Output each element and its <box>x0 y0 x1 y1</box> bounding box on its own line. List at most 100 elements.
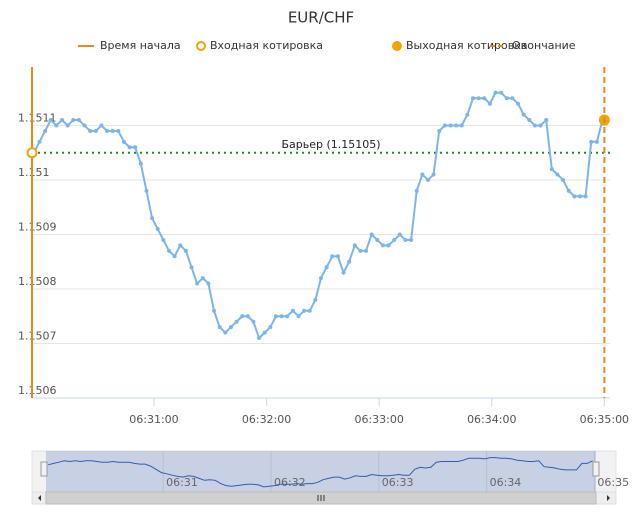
data-point <box>234 319 239 324</box>
data-point <box>212 308 217 313</box>
data-point <box>88 128 93 133</box>
data-point <box>71 118 76 123</box>
data-point <box>448 123 453 128</box>
data-point <box>465 112 470 117</box>
navigator-handle[interactable] <box>592 461 600 477</box>
chart-title: EUR/CHF <box>288 9 354 27</box>
legend-label[interactable]: Время начала <box>100 39 181 52</box>
y-tick-label: 1.1511 <box>18 112 57 125</box>
legend-symbol <box>196 41 206 51</box>
data-point <box>493 90 498 95</box>
data-point <box>155 227 160 232</box>
x-tick-label: 06:33:00 <box>354 413 403 426</box>
data-point <box>352 243 357 248</box>
data-point <box>510 96 515 101</box>
data-point <box>425 178 430 182</box>
data-point <box>313 297 318 302</box>
data-point <box>48 118 53 123</box>
data-point <box>555 172 560 177</box>
data-point <box>487 101 492 106</box>
data-point <box>206 281 211 286</box>
navigator-tick-label: 06:32 <box>274 476 306 489</box>
data-point <box>99 123 104 128</box>
data-point <box>516 101 521 106</box>
data-point <box>279 314 284 319</box>
data-point <box>572 194 577 199</box>
data-point <box>397 232 402 237</box>
data-point <box>341 270 346 275</box>
y-tick-label: 1.151 <box>18 166 50 179</box>
data-point <box>110 128 115 133</box>
x-tick-label: 06:34:00 <box>467 413 516 426</box>
data-point <box>414 188 419 193</box>
data-point <box>364 248 369 253</box>
data-point <box>454 123 459 128</box>
data-point <box>257 336 262 341</box>
y-tick-label: 1.1509 <box>18 221 57 234</box>
data-point <box>476 96 481 101</box>
data-point <box>161 237 166 242</box>
data-point <box>116 128 121 133</box>
data-point <box>296 314 301 319</box>
data-point <box>307 308 312 313</box>
data-point <box>380 243 385 248</box>
data-point <box>228 325 233 330</box>
data-point <box>409 237 414 242</box>
data-point <box>594 139 599 144</box>
navigator-background <box>31 450 617 493</box>
data-point <box>273 314 278 319</box>
data-point <box>285 314 290 319</box>
data-point <box>183 248 188 253</box>
legend-label[interactable]: Окончание <box>512 39 576 52</box>
data-point <box>268 325 273 330</box>
data-point <box>37 139 42 144</box>
data-point <box>499 90 504 95</box>
data-point <box>589 139 594 144</box>
data-point <box>133 145 138 150</box>
data-point <box>82 123 87 128</box>
data-point <box>482 96 487 101</box>
data-point <box>403 237 408 242</box>
data-point <box>60 118 65 123</box>
navigator-tick-label: 06:34 <box>490 476 522 489</box>
data-point <box>65 123 70 128</box>
data-point <box>566 188 571 193</box>
data-point <box>583 194 588 199</box>
data-point <box>369 232 374 237</box>
data-point <box>127 145 132 150</box>
data-point <box>251 319 256 324</box>
x-tick-label: 06:32:00 <box>242 413 291 426</box>
data-point <box>335 254 340 259</box>
data-point <box>217 325 222 330</box>
data-point <box>138 161 143 166</box>
data-point <box>437 128 442 133</box>
y-tick-label: 1.1507 <box>18 330 57 343</box>
data-point <box>577 194 582 199</box>
legend-label[interactable]: Входная котировка <box>210 39 323 52</box>
data-point <box>93 128 98 133</box>
data-point <box>178 243 183 248</box>
data-point <box>532 123 537 128</box>
data-point <box>561 178 566 182</box>
legend-label[interactable]: Выходная котировка <box>406 39 528 52</box>
data-point <box>358 248 363 253</box>
data-point <box>538 123 543 128</box>
data-point <box>521 112 526 117</box>
data-point <box>172 254 177 259</box>
x-tick-label: 06:31:00 <box>129 413 178 426</box>
data-point <box>76 118 81 123</box>
navigator-tick-label: 06:35 <box>597 476 629 489</box>
data-point <box>105 128 110 133</box>
navigator-tick-label: 06:33 <box>382 476 414 489</box>
data-point <box>504 96 509 101</box>
data-point <box>245 314 250 319</box>
data-point <box>240 314 245 319</box>
data-point <box>54 123 59 128</box>
data-point <box>544 118 549 123</box>
scrollbar-grip <box>317 495 325 501</box>
data-point <box>549 167 554 172</box>
navigator-handle[interactable] <box>40 461 48 477</box>
data-point <box>375 237 380 242</box>
legend-symbol <box>392 41 402 51</box>
